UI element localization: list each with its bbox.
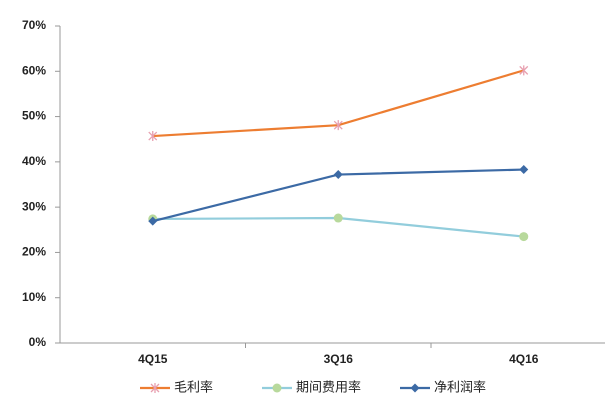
y-tick-label: 30% <box>22 199 46 213</box>
marker <box>148 216 158 226</box>
marker <box>148 131 158 142</box>
marker <box>519 232 529 242</box>
y-tick-label: 50% <box>22 109 46 123</box>
marker <box>410 383 420 393</box>
marker <box>519 65 529 76</box>
marker <box>333 170 343 180</box>
marker <box>272 383 282 393</box>
x-tick-label: 4Q15 <box>138 352 168 366</box>
marker <box>150 383 160 393</box>
legend-text: 毛利率 <box>174 379 213 394</box>
y-tick-label: 60% <box>22 63 46 77</box>
x-tick-label: 4Q16 <box>509 352 539 366</box>
marker <box>333 120 343 131</box>
marker <box>333 213 343 223</box>
y-tick-label: 0% <box>29 335 47 349</box>
y-tick-label: 10% <box>22 290 46 304</box>
legend-text: 净利润率 <box>434 379 486 394</box>
x-tick-label: 3Q16 <box>324 352 354 366</box>
y-tick-label: 40% <box>22 154 46 168</box>
y-tick-label: 20% <box>22 245 46 259</box>
marker <box>519 165 529 175</box>
legend-text: 期间费用率 <box>296 379 361 394</box>
y-tick-label: 70% <box>22 18 46 32</box>
